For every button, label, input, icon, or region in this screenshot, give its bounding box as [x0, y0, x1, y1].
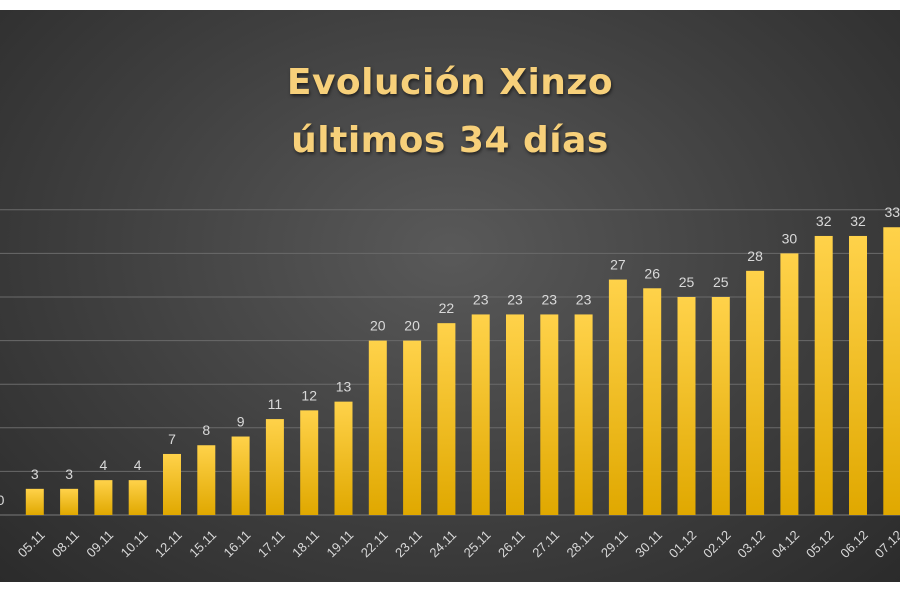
bar — [849, 235, 867, 515]
bar — [265, 419, 284, 515]
bar — [334, 401, 353, 515]
x-tick-label: 29.11 — [598, 527, 631, 560]
bar — [403, 340, 422, 515]
x-tick-label: 03.12 — [734, 527, 768, 561]
data-label: 8 — [202, 422, 210, 438]
data-label: 12 — [301, 387, 317, 403]
x-tick-label: 10.11 — [118, 527, 151, 560]
x-tick-label: 05.12 — [803, 527, 837, 561]
x-tick-labels: 05.11 08.11 09.11 10.11 12.11 15.11 16.11 17.11… — [15, 527, 900, 561]
data-label: 3 — [65, 466, 73, 482]
data-label: 30 — [782, 230, 798, 246]
data-label: 33 — [885, 204, 900, 220]
bar — [163, 453, 181, 515]
data-label: 27 — [610, 257, 626, 273]
x-tick-label: 18.11 — [289, 527, 322, 560]
bar — [643, 288, 662, 515]
data-label: 0 — [0, 492, 5, 508]
data-label: 32 — [816, 213, 832, 229]
chart-title-line1: Evolución Xinzo — [286, 62, 614, 103]
data-label: 7 — [168, 431, 176, 447]
data-label: 22 — [439, 300, 455, 316]
data-label: 28 — [747, 248, 763, 264]
x-tick-label: 04.12 — [769, 527, 803, 561]
x-tick-label: 16.11 — [221, 527, 254, 560]
bar — [128, 480, 147, 515]
data-label: 13 — [336, 379, 352, 395]
bar — [746, 270, 765, 515]
bar — [574, 314, 593, 515]
data-label: 23 — [576, 291, 592, 307]
data-label: 9 — [237, 414, 245, 430]
data-label: 23 — [507, 291, 523, 307]
bars — [25, 227, 900, 516]
x-tick-label: 27.11 — [529, 527, 562, 560]
data-label: 20 — [370, 318, 386, 334]
bar — [25, 488, 44, 515]
data-label: 4 — [100, 457, 108, 473]
bar — [437, 323, 456, 515]
bar — [231, 436, 250, 515]
bar — [368, 340, 387, 515]
x-tick-label: 01.12 — [666, 527, 700, 561]
data-label: 11 — [268, 396, 283, 412]
x-tick-label: 15.11 — [186, 527, 219, 560]
data-label: 20 — [404, 318, 420, 334]
x-tick-label: 25.11 — [461, 527, 494, 560]
data-label: 3 — [31, 466, 39, 482]
x-tick-label: 09.11 — [83, 527, 116, 560]
x-tick-label: 30.11 — [632, 527, 665, 560]
bar — [506, 314, 524, 515]
data-label: 26 — [644, 265, 660, 281]
x-tick-label: 12.11 — [152, 527, 185, 560]
data-label: 23 — [473, 291, 489, 307]
chart-title-line2: últimos 34 días — [291, 120, 609, 161]
bar — [471, 314, 490, 515]
data-label: 25 — [679, 274, 695, 290]
bar — [711, 297, 730, 515]
x-tick-label: 06.12 — [837, 527, 871, 561]
bar — [60, 488, 79, 515]
bar — [197, 445, 216, 515]
bar — [814, 235, 833, 515]
x-tick-label: 19.11 — [323, 527, 356, 560]
x-tick-label: 05.11 — [15, 527, 48, 560]
bar — [300, 410, 319, 515]
x-tick-label: 08.11 — [49, 527, 82, 560]
x-tick-label: 22.11 — [358, 527, 391, 560]
x-tick-label: 02.12 — [700, 527, 734, 561]
data-label: 25 — [713, 274, 729, 290]
x-tick-label: 28.11 — [564, 527, 597, 560]
x-tick-label: 23.11 — [392, 527, 425, 560]
data-label: 32 — [850, 213, 866, 229]
bar — [608, 279, 627, 515]
bar — [94, 480, 113, 515]
x-tick-label: 17.11 — [255, 527, 288, 560]
bar — [540, 314, 559, 515]
x-tick-label: 24.11 — [426, 527, 459, 560]
x-tick-label: 26.11 — [495, 527, 528, 560]
data-label: 23 — [542, 291, 558, 307]
data-label: 4 — [134, 457, 142, 473]
bar — [780, 253, 799, 515]
bar — [883, 227, 900, 516]
x-tick-label: 07.12 — [872, 527, 900, 561]
bar — [677, 297, 696, 515]
